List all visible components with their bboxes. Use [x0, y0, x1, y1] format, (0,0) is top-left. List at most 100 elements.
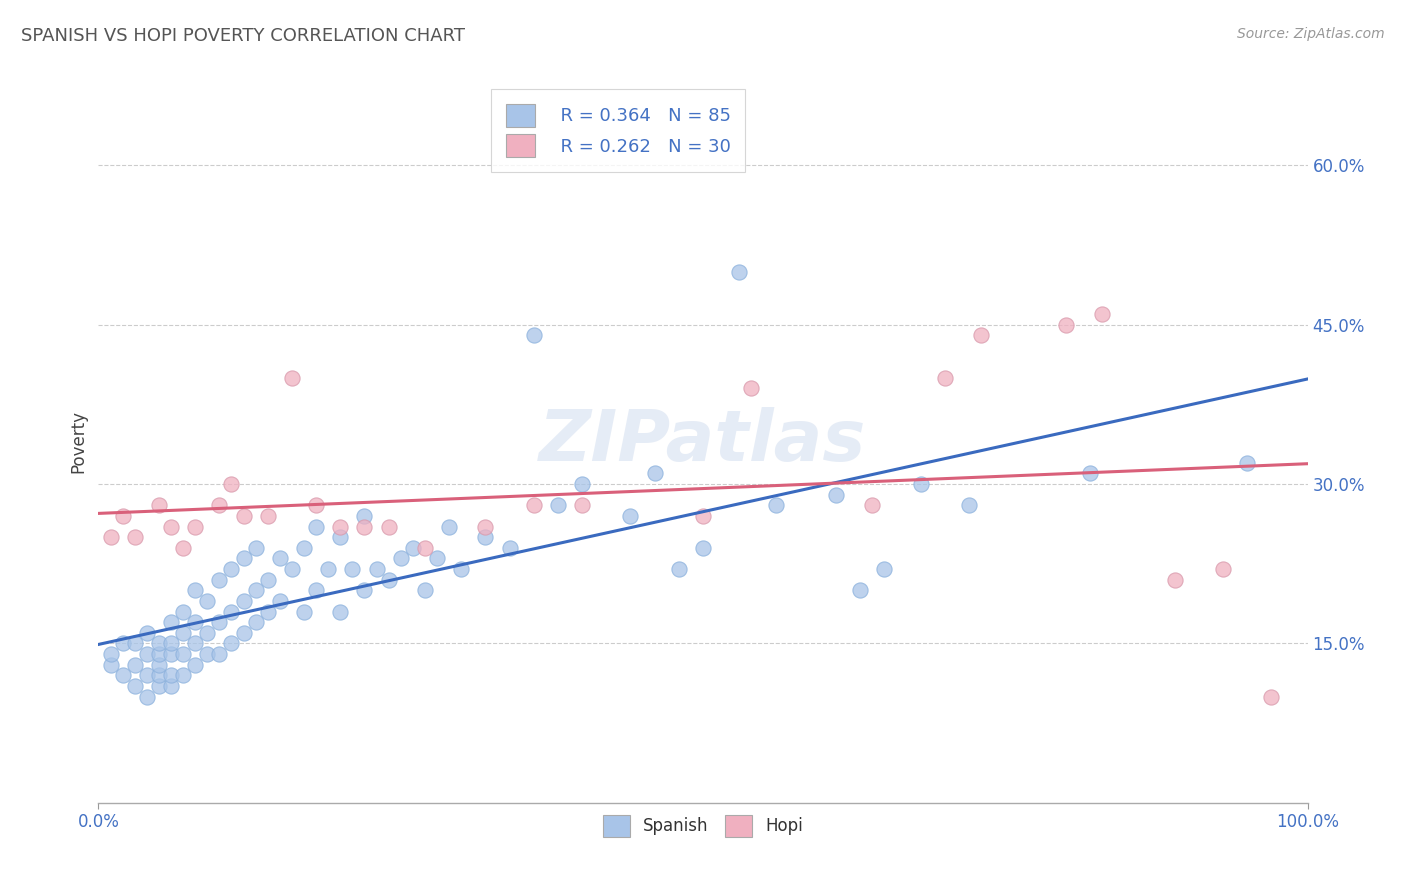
- Point: [281, 562, 304, 576]
- Point: [1078, 467, 1101, 481]
- Point: [111, 668, 134, 682]
- Point: [1054, 318, 1077, 332]
- Point: [305, 583, 328, 598]
- Text: SPANISH VS HOPI POVERTY CORRELATION CHART: SPANISH VS HOPI POVERTY CORRELATION CHAR…: [21, 27, 465, 45]
- Point: [1091, 307, 1114, 321]
- Y-axis label: Poverty: Poverty: [69, 410, 87, 473]
- Point: [957, 498, 980, 512]
- Point: [571, 477, 593, 491]
- Point: [208, 647, 231, 661]
- Point: [172, 647, 194, 661]
- Point: [353, 519, 375, 533]
- Point: [221, 477, 243, 491]
- Point: [148, 498, 170, 512]
- Point: [1236, 456, 1258, 470]
- Point: [498, 541, 520, 555]
- Point: [245, 583, 267, 598]
- Point: [208, 615, 231, 630]
- Point: [692, 541, 714, 555]
- Point: [232, 594, 254, 608]
- Point: [184, 657, 207, 672]
- Point: [910, 477, 932, 491]
- Point: [437, 519, 460, 533]
- Point: [232, 551, 254, 566]
- Point: [111, 508, 134, 523]
- Point: [366, 562, 388, 576]
- Point: [377, 519, 399, 533]
- Point: [523, 498, 546, 512]
- Point: [305, 498, 328, 512]
- Point: [160, 647, 183, 661]
- Point: [329, 530, 352, 544]
- Point: [292, 541, 315, 555]
- Point: [184, 636, 207, 650]
- Point: [221, 605, 243, 619]
- Point: [873, 562, 896, 576]
- Point: [172, 605, 194, 619]
- Point: [100, 530, 122, 544]
- Point: [353, 583, 375, 598]
- Point: [474, 530, 496, 544]
- Point: [329, 519, 352, 533]
- Point: [389, 551, 412, 566]
- Point: [292, 605, 315, 619]
- Point: [1260, 690, 1282, 704]
- Point: [269, 551, 291, 566]
- Point: [256, 605, 278, 619]
- Point: [1212, 562, 1234, 576]
- Point: [124, 657, 146, 672]
- Point: [172, 541, 194, 555]
- Point: [111, 636, 134, 650]
- Point: [402, 541, 425, 555]
- Point: [571, 498, 593, 512]
- Point: [208, 573, 231, 587]
- Point: [426, 551, 449, 566]
- Point: [124, 679, 146, 693]
- Point: [148, 657, 170, 672]
- Point: [1163, 573, 1185, 587]
- Point: [124, 636, 146, 650]
- Point: [256, 508, 278, 523]
- Point: [860, 498, 883, 512]
- Point: [184, 583, 207, 598]
- Point: [195, 647, 218, 661]
- Point: [172, 625, 194, 640]
- Point: [740, 381, 762, 395]
- Point: [245, 615, 267, 630]
- Point: [184, 519, 207, 533]
- Point: [195, 625, 218, 640]
- Point: [825, 488, 848, 502]
- Point: [135, 690, 157, 704]
- Point: [148, 668, 170, 682]
- Point: [100, 657, 122, 672]
- Point: [377, 573, 399, 587]
- Text: ZIPatlas: ZIPatlas: [540, 407, 866, 476]
- Point: [245, 541, 267, 555]
- Point: [619, 508, 641, 523]
- Point: [232, 625, 254, 640]
- Point: [728, 264, 751, 278]
- Point: [135, 668, 157, 682]
- Point: [316, 562, 339, 576]
- Point: [644, 467, 666, 481]
- Point: [184, 615, 207, 630]
- Point: [934, 371, 956, 385]
- Point: [329, 605, 352, 619]
- Point: [221, 562, 243, 576]
- Point: [135, 625, 157, 640]
- Point: [208, 498, 231, 512]
- Point: [970, 328, 993, 343]
- Point: [160, 519, 183, 533]
- Point: [256, 573, 278, 587]
- Point: [413, 583, 436, 598]
- Point: [474, 519, 496, 533]
- Point: [148, 679, 170, 693]
- Point: [100, 647, 122, 661]
- Point: [221, 636, 243, 650]
- Point: [765, 498, 787, 512]
- Point: [849, 583, 872, 598]
- Point: [547, 498, 569, 512]
- Point: [195, 594, 218, 608]
- Point: [135, 647, 157, 661]
- Point: [342, 562, 364, 576]
